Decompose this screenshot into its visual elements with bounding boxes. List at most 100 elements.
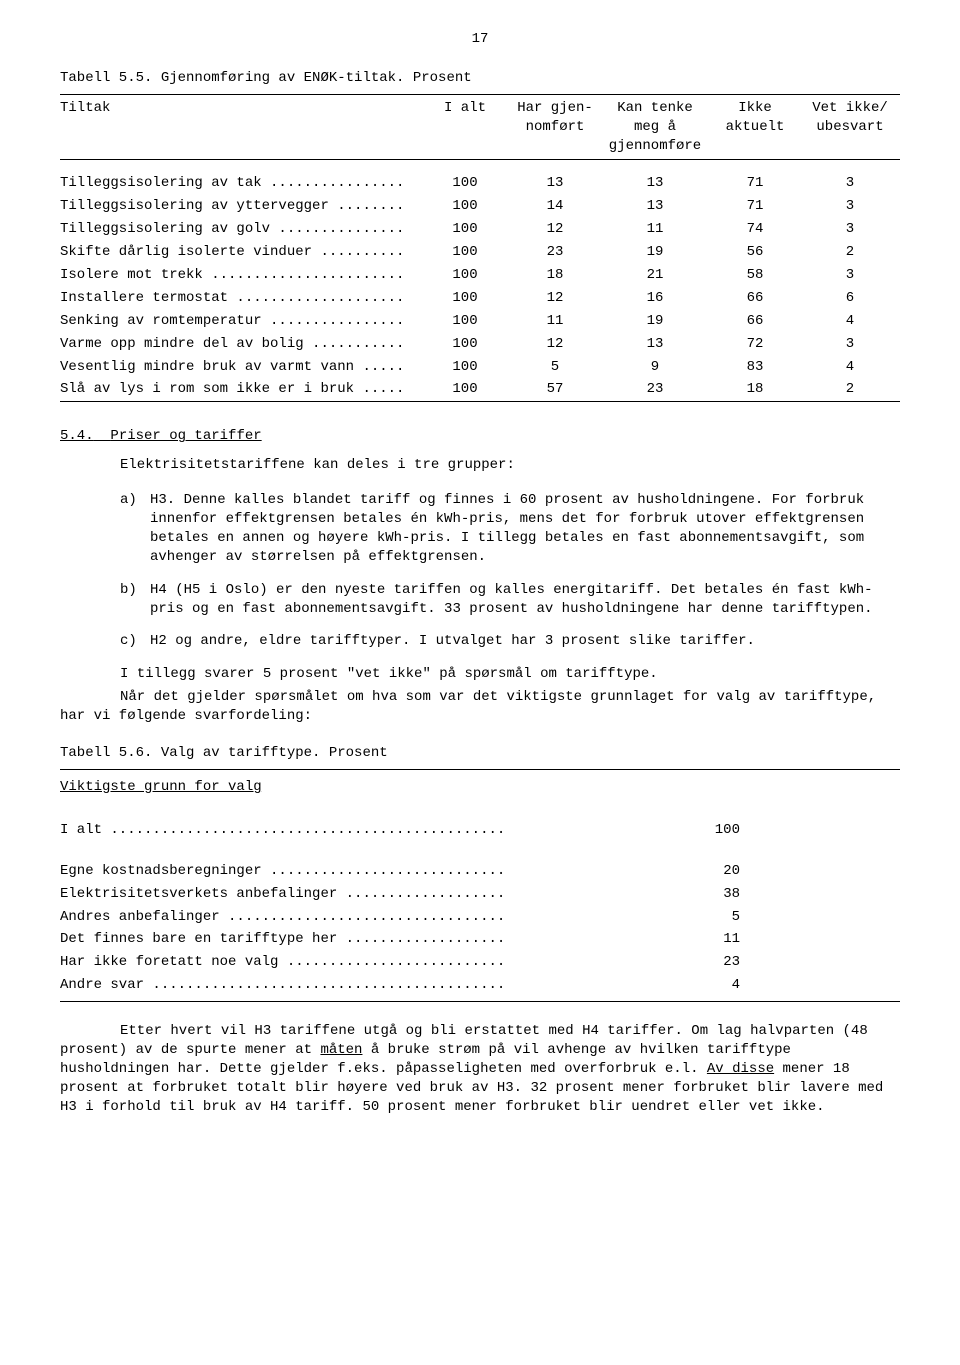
t55-cell: 12 <box>510 287 600 310</box>
t55-row-label: Senking av romtemperatur ...............… <box>60 310 420 333</box>
t55-cell: 11 <box>510 310 600 333</box>
t55-cell: 9 <box>600 356 710 379</box>
list-item-body: H4 (H5 i Oslo) er den nyeste tariffen og… <box>150 581 900 619</box>
t55-row-label: Tilleggsisolering av yttervegger .......… <box>60 195 420 218</box>
t56-row-label: I alt ..................................… <box>60 819 580 842</box>
list-item-label: c) <box>120 632 150 651</box>
t55-cell: 23 <box>510 241 600 264</box>
list-item-body: H2 og andre, eldre tarifftyper. I utvalg… <box>150 632 900 651</box>
t55-cell: 100 <box>420 287 510 310</box>
t55-cell: 3 <box>800 195 900 218</box>
list-item-label: a) <box>120 491 150 567</box>
t55-cell: 72 <box>710 333 800 356</box>
t55-row-label: Tilleggsisolering av golv ..............… <box>60 218 420 241</box>
t55-cell: 66 <box>710 310 800 333</box>
t55-cell: 74 <box>710 218 800 241</box>
t55-cell: 71 <box>710 195 800 218</box>
table-row: Har ikke foretatt noe valg .............… <box>60 951 900 974</box>
t55-cell: 100 <box>420 378 510 401</box>
t55-cell: 100 <box>420 264 510 287</box>
list-item-label: b) <box>120 581 150 619</box>
t55-cell: 14 <box>510 195 600 218</box>
t55-cell: 83 <box>710 356 800 379</box>
t55-cell: 57 <box>510 378 600 401</box>
t55-col-3: Kan tenke meg å gjennomføre <box>600 94 710 160</box>
t55-cell: 100 <box>420 310 510 333</box>
t55-row-label: Varme opp mindre del av bolig ..........… <box>60 333 420 356</box>
t55-cell: 13 <box>510 172 600 195</box>
t55-cell: 12 <box>510 218 600 241</box>
t55-col-2: Har gjen- nomført <box>510 94 600 160</box>
table-5-5-caption: Tabell 5.5. Gjennomføring av ENØK-tiltak… <box>60 69 900 88</box>
t55-cell: 19 <box>600 310 710 333</box>
t56-row-label: Andre svar .............................… <box>60 974 580 997</box>
t55-cell: 16 <box>600 287 710 310</box>
t56-row-label: Egne kostnadsberegninger ...............… <box>60 860 580 883</box>
list-item-body: H3. Denne kalles blandet tariff og finne… <box>150 491 900 567</box>
table-5-6-caption: Tabell 5.6. Valg av tarifftype. Prosent <box>60 744 900 763</box>
final-paragraph: Etter hvert vil H3 tariffene utgå og bli… <box>60 1022 900 1116</box>
t55-cell: 3 <box>800 172 900 195</box>
after-list-p1: I tillegg svarer 5 prosent "vet ikke" på… <box>120 665 900 684</box>
t55-cell: 3 <box>800 264 900 287</box>
t56-row-label: Det finnes bare en tarifftype her ......… <box>60 928 580 951</box>
t55-cell: 100 <box>420 356 510 379</box>
t56-row-value: 100 <box>580 819 900 842</box>
list-item: c)H2 og andre, eldre tarifftyper. I utva… <box>120 632 900 651</box>
t55-col-5: Vet ikke/ ubesvart <box>800 94 900 160</box>
t55-row-label: Slå av lys i rom som ikke er i bruk ....… <box>60 378 420 401</box>
table-row: I alt ..................................… <box>60 819 900 842</box>
t55-cell: 58 <box>710 264 800 287</box>
table-row: Slå av lys i rom som ikke er i bruk ....… <box>60 378 900 401</box>
t56-subheader: Viktigste grunn for valg <box>60 779 262 795</box>
t55-cell: 18 <box>510 264 600 287</box>
tariff-list: a)H3. Denne kalles blandet tariff og fin… <box>60 491 900 651</box>
t55-col-1: I alt <box>420 94 510 160</box>
t55-cell: 56 <box>710 241 800 264</box>
t55-cell: 100 <box>420 172 510 195</box>
t55-row-label: Tilleggsisolering av tak ...............… <box>60 172 420 195</box>
t56-row-value: 38 <box>580 883 900 906</box>
t55-cell: 13 <box>600 172 710 195</box>
t56-row-label: Andres anbefalinger ....................… <box>60 906 580 929</box>
table-row: Tilleggsisolering av yttervegger .......… <box>60 195 900 218</box>
table-row: Tilleggsisolering av tak ...............… <box>60 172 900 195</box>
t56-row-label: Har ikke foretatt noe valg .............… <box>60 951 580 974</box>
t55-cell: 13 <box>600 333 710 356</box>
t55-cell: 21 <box>600 264 710 287</box>
table-row: Vesentlig mindre bruk av varmt vann ....… <box>60 356 900 379</box>
t55-row-label: Vesentlig mindre bruk av varmt vann ....… <box>60 356 420 379</box>
list-item: b)H4 (H5 i Oslo) er den nyeste tariffen … <box>120 581 900 619</box>
t55-cell: 18 <box>710 378 800 401</box>
t55-row-label: Installere termostat ...................… <box>60 287 420 310</box>
table-row: Isolere mot trekk ......................… <box>60 264 900 287</box>
t56-row-label: Elektrisitetsverkets anbefalinger ......… <box>60 883 580 906</box>
t55-col-0: Tiltak <box>60 94 420 160</box>
t55-cell: 23 <box>600 378 710 401</box>
table-row: Installere termostat ...................… <box>60 287 900 310</box>
table-row: Elektrisitetsverkets anbefalinger ......… <box>60 883 900 906</box>
t55-cell: 100 <box>420 241 510 264</box>
list-item: a)H3. Denne kalles blandet tariff og fin… <box>120 491 900 567</box>
t55-cell: 12 <box>510 333 600 356</box>
t55-cell: 19 <box>600 241 710 264</box>
t55-cell: 11 <box>600 218 710 241</box>
table-row: Andre svar .............................… <box>60 974 900 997</box>
t55-cell: 3 <box>800 218 900 241</box>
t56-row-value: 5 <box>580 906 900 929</box>
t55-cell: 13 <box>600 195 710 218</box>
t55-row-label: Isolere mot trekk ......................… <box>60 264 420 287</box>
t55-cell: 4 <box>800 310 900 333</box>
t55-cell: 6 <box>800 287 900 310</box>
table-row: Skifte dårlig isolerte vinduer .........… <box>60 241 900 264</box>
t55-cell: 5 <box>510 356 600 379</box>
t56-row-value: 11 <box>580 928 900 951</box>
t55-cell: 100 <box>420 195 510 218</box>
table-5-5: Tiltak I alt Har gjen- nomført Kan tenke… <box>60 94 900 403</box>
t56-row-value: 4 <box>580 974 900 997</box>
table-5-6: Viktigste grunn for valg I alt .........… <box>60 769 900 1002</box>
t55-cell: 2 <box>800 378 900 401</box>
t55-row-label: Skifte dårlig isolerte vinduer .........… <box>60 241 420 264</box>
t55-cell: 71 <box>710 172 800 195</box>
t55-cell: 100 <box>420 333 510 356</box>
